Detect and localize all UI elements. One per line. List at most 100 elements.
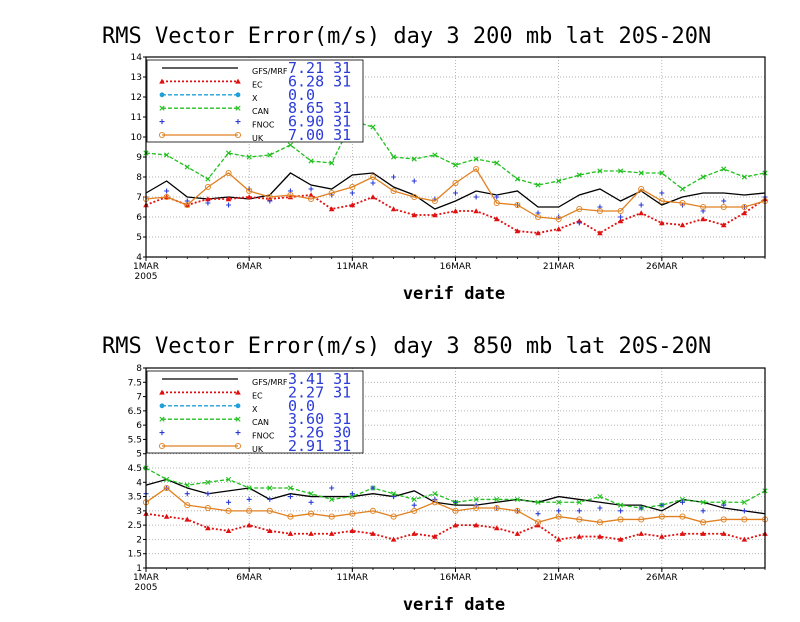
data-point (391, 494, 397, 500)
data-point (411, 502, 417, 508)
data-point (679, 513, 686, 520)
data-point (267, 528, 273, 534)
legend-stats: 2.27 31 (288, 383, 351, 401)
data-point (225, 196, 232, 202)
y-tick-label: 7 (136, 393, 142, 403)
data-point (618, 214, 624, 220)
data-point (411, 212, 418, 218)
y-tick-label: 5.5 (128, 435, 142, 445)
data-point (576, 205, 583, 213)
data-point (679, 199, 686, 207)
data-point (453, 190, 458, 196)
data-point (391, 491, 397, 497)
data-point (267, 485, 273, 491)
data-point (617, 502, 624, 508)
data-point (659, 170, 665, 176)
data-point (576, 516, 583, 523)
data-point (246, 485, 252, 491)
x-tick-year: 2005 (135, 272, 158, 282)
x-tick-label: 11MAR (337, 573, 369, 583)
y-tick-label: 2 (136, 535, 142, 545)
data-point (349, 493, 355, 500)
data-point (390, 187, 397, 195)
y-tick-label: 5 (136, 450, 142, 460)
data-point (679, 530, 686, 536)
data-point (370, 530, 376, 536)
x-axis-label: verif date (403, 284, 505, 304)
y-tick-label: 6 (136, 213, 142, 223)
plot-frame (145, 367, 766, 569)
data-point (308, 510, 315, 517)
series-fnoc (143, 485, 747, 517)
data-point (596, 519, 603, 526)
data-point (205, 176, 211, 182)
data-point (452, 179, 459, 187)
data-point (205, 200, 211, 206)
y-tick-label: 8 (136, 173, 142, 183)
legend-label: CAN (252, 418, 269, 427)
data-point (617, 516, 624, 523)
data-point (159, 119, 165, 125)
data-point (308, 195, 315, 203)
data-point (391, 174, 397, 180)
data-point (234, 131, 242, 139)
data-point (576, 220, 582, 226)
legend-box (146, 370, 364, 454)
data-point (225, 507, 232, 514)
data-point (638, 516, 645, 523)
data-point (432, 533, 438, 539)
data-point (205, 479, 211, 485)
chart-title: RMS Vector Error(m/s) day 3 200 mb lat 2… (102, 24, 711, 49)
data-point (452, 522, 459, 528)
data-point (679, 496, 686, 503)
data-point (638, 170, 644, 176)
data-point (494, 160, 500, 166)
data-point (328, 530, 335, 536)
data-point (473, 504, 480, 512)
data-point (235, 119, 241, 125)
data-point (721, 198, 727, 204)
data-point (328, 206, 335, 212)
data-point (700, 499, 706, 505)
y-tick-label: 4.5 (128, 464, 142, 474)
data-point (164, 188, 170, 194)
data-point (159, 430, 165, 436)
data-point (235, 389, 241, 395)
data-point (184, 516, 191, 522)
data-point (287, 494, 293, 500)
data-point (597, 230, 603, 236)
y-tick-label: 1 (136, 564, 142, 574)
series-line (145, 168, 766, 220)
data-point (493, 525, 500, 531)
data-point (184, 502, 191, 509)
data-point (617, 207, 624, 215)
data-point (741, 210, 748, 216)
data-point (555, 215, 562, 223)
legend-label: X (252, 94, 258, 103)
data-point (349, 190, 355, 196)
data-point (721, 502, 727, 508)
y-tick-label: 3.5 (128, 493, 142, 503)
data-point (493, 216, 500, 222)
data-point (597, 533, 603, 539)
data-point (618, 508, 624, 514)
data-point (287, 191, 294, 199)
data-point (349, 202, 356, 208)
data-point (700, 508, 706, 514)
data-point (184, 201, 191, 209)
data-point (432, 152, 438, 158)
data-point (235, 416, 241, 422)
data-point (349, 183, 356, 191)
data-point (534, 213, 542, 221)
data-point (308, 192, 314, 198)
data-point (184, 164, 190, 170)
data-point (391, 154, 397, 160)
legend-label: FNOC (252, 121, 275, 130)
legend-stats: 6.28 31 (288, 72, 351, 90)
data-point (576, 533, 583, 539)
data-point (349, 491, 355, 497)
data-point (225, 169, 232, 177)
data-point (267, 496, 273, 502)
data-point (390, 206, 397, 212)
data-point (556, 499, 562, 505)
